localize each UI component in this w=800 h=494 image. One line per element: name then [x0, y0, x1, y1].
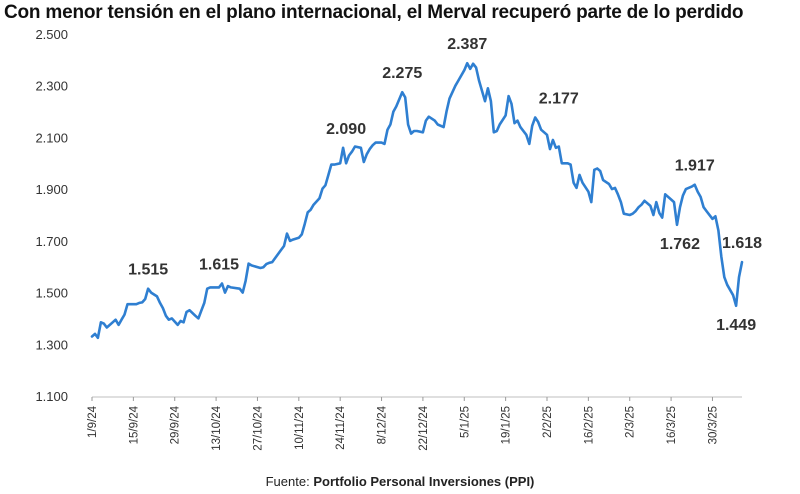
- x-tick-label: 27/10/24: [252, 405, 264, 450]
- y-tick-label: 2.500: [35, 27, 68, 42]
- y-tick-label: 1.500: [35, 286, 68, 301]
- chart-title: Con menor tensión en el plano internacio…: [4, 2, 744, 23]
- y-tick-label: 1.700: [35, 234, 68, 249]
- x-tick-label: 30/3/25: [707, 406, 719, 444]
- x-tick-label: 8/12/24: [377, 405, 389, 444]
- data-label: 2.090: [326, 121, 366, 138]
- data-label: 2.177: [539, 91, 579, 108]
- data-label: 2.387: [447, 36, 487, 53]
- y-tick-label: 1.900: [35, 182, 68, 197]
- y-tick-label: 1.300: [35, 337, 68, 352]
- data-label: 1.515: [128, 262, 168, 279]
- data-label: 1.762: [660, 236, 700, 253]
- data-label: 1.449: [716, 317, 756, 334]
- source-prefix: Fuente:: [265, 474, 310, 489]
- data-labels: 1.515 1.615 2.090 2.275 2.387 2.177 1.762 1.917…: [128, 36, 762, 334]
- x-tick-label: 22/12/24: [418, 405, 430, 450]
- x-tick-label: 16/2/25: [583, 406, 595, 444]
- x-tick-label: 13/10/24: [211, 405, 223, 450]
- x-tick-label: 2/2/25: [542, 406, 554, 438]
- data-label: 2.275: [382, 65, 422, 82]
- y-tick-label: 1.100: [35, 389, 68, 404]
- x-tick-label: 19/1/25: [501, 406, 513, 444]
- x-tick-label: 10/11/24: [294, 405, 306, 450]
- y-tick-label: 2.100: [35, 130, 68, 145]
- source-name: Portfolio Personal Inversiones (PPI): [313, 474, 535, 489]
- x-tick-label: 5/1/25: [459, 406, 471, 438]
- x-tick-label: 15/9/24: [128, 405, 140, 444]
- x-tick-label: 29/9/24: [170, 405, 182, 444]
- data-label: 1.618: [722, 235, 762, 252]
- x-axis: 1/9/24 15/9/24 29/9/24 13/10/24 27/10/24 10/1…: [87, 396, 742, 451]
- x-tick-label: 1/9/24: [87, 405, 99, 438]
- x-tick-label: 24/11/24: [335, 405, 347, 450]
- x-tick-label: 16/3/25: [666, 406, 678, 444]
- data-label: 1.917: [675, 158, 715, 175]
- data-label: 1.615: [199, 257, 239, 274]
- merval-series-line: [90, 61, 744, 340]
- chart-source: Fuente: Portfolio Personal Inversiones (…: [0, 474, 800, 489]
- y-tick-label: 2.300: [35, 79, 68, 94]
- series-group: [90, 61, 744, 340]
- y-axis: 1.100 1.300 1.500 1.700 1.900 2.100 2.300 2.500: [35, 27, 68, 404]
- x-tick-label: 2/3/25: [625, 406, 637, 438]
